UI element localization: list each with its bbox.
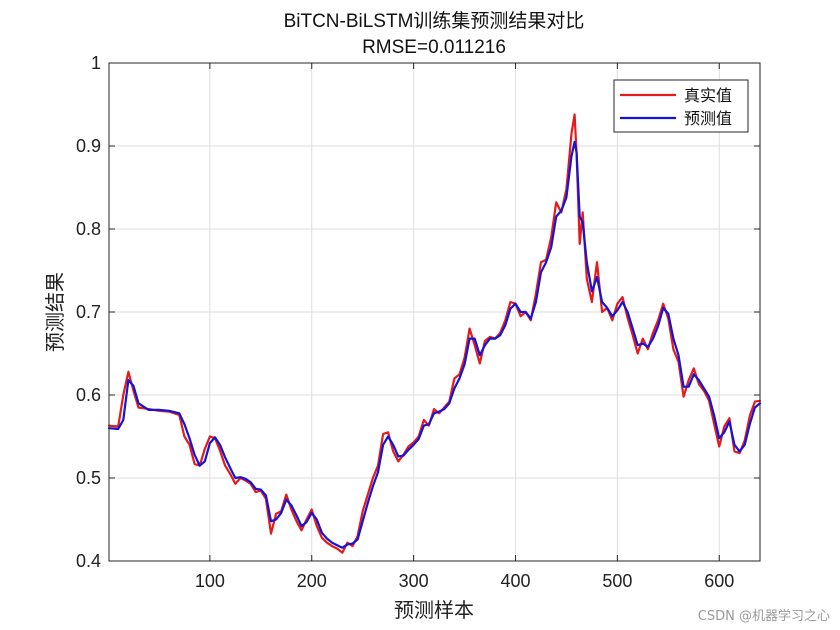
y-axis-ticks: 0.4 0.5 0.6 0.7 0.8 0.9 1 bbox=[76, 53, 760, 571]
x-axis-label: 预测样本 bbox=[394, 598, 474, 622]
y-tick-label: 0.8 bbox=[76, 219, 101, 239]
y-axis-label: 预测结果 bbox=[43, 272, 67, 352]
y-tick-label: 0.9 bbox=[76, 136, 101, 156]
x-tick-label: 600 bbox=[704, 571, 734, 591]
watermark: CSDN @机器学习之心 bbox=[697, 609, 830, 624]
x-axis-ticks: 100 200 300 400 500 600 bbox=[195, 63, 734, 591]
y-tick-label: 0.4 bbox=[76, 551, 101, 571]
x-tick-label: 300 bbox=[399, 571, 429, 591]
series-line-real bbox=[107, 113, 762, 554]
grid-lines bbox=[109, 63, 760, 561]
series-line-predicted bbox=[107, 140, 762, 549]
legend-box bbox=[613, 79, 749, 133]
x-tick-label: 200 bbox=[297, 571, 327, 591]
series-layer bbox=[107, 113, 762, 554]
y-tick-label: 0.6 bbox=[76, 385, 101, 405]
legend-label-real: 真实值 bbox=[684, 86, 732, 105]
chart-subtitle: RMSE=0.011216 bbox=[362, 37, 506, 58]
y-tick-label: 0.5 bbox=[76, 468, 101, 488]
legend-label-predicted: 预测值 bbox=[684, 109, 732, 128]
x-tick-label: 100 bbox=[195, 571, 225, 591]
chart-title: BiTCN-BiLSTM训练集预测结果对比 bbox=[284, 10, 585, 32]
legend: 真实值 预测值 bbox=[613, 79, 749, 133]
x-tick-label: 400 bbox=[500, 571, 530, 591]
y-tick-label: 0.7 bbox=[76, 302, 101, 322]
y-tick-label: 1 bbox=[91, 53, 101, 73]
x-tick-label: 500 bbox=[602, 571, 632, 591]
